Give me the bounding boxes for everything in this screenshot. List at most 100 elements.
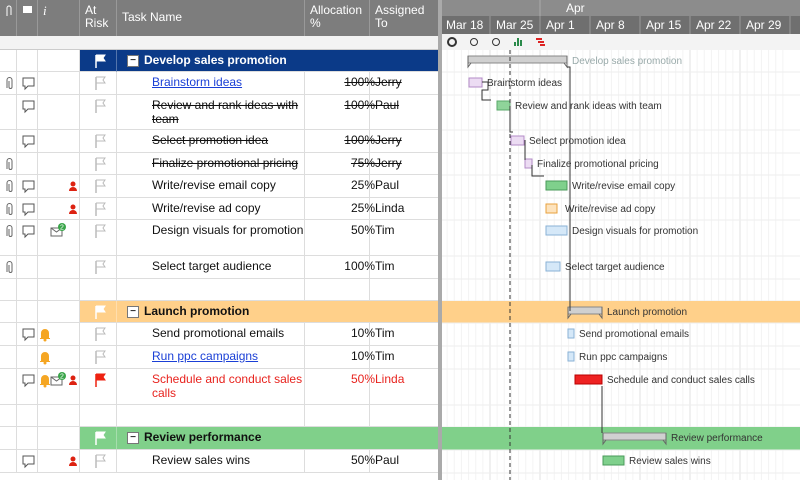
cell bbox=[17, 153, 38, 175]
task-bar bbox=[524, 158, 533, 169]
cell bbox=[38, 175, 80, 198]
settings-icon[interactable] bbox=[447, 37, 457, 47]
cell bbox=[305, 346, 370, 369]
comment-icon[interactable] bbox=[21, 372, 37, 388]
task-text: Select promotion idea bbox=[152, 133, 269, 147]
comment-icon[interactable] bbox=[21, 453, 37, 469]
zoom-icon[interactable] bbox=[470, 38, 478, 46]
task-text[interactable]: Run ppc campaigns bbox=[152, 349, 259, 363]
attachment-icon[interactable] bbox=[3, 223, 19, 239]
at-risk-flag[interactable] bbox=[93, 349, 109, 365]
cell bbox=[0, 130, 17, 153]
cell bbox=[17, 256, 38, 279]
collapse-toggle[interactable]: − bbox=[127, 55, 139, 67]
attachment-icon[interactable] bbox=[3, 178, 19, 194]
grid-row: Send promotional emails 10% Tim bbox=[0, 323, 440, 346]
assigned-to: Linda bbox=[375, 372, 405, 386]
comment-icon[interactable] bbox=[21, 201, 37, 217]
reminder-icon[interactable] bbox=[37, 326, 53, 342]
cell bbox=[305, 198, 370, 220]
assignee-icon[interactable] bbox=[65, 201, 81, 217]
cell bbox=[117, 220, 305, 256]
at-risk-flag[interactable] bbox=[93, 98, 109, 114]
task-text: Review sales wins bbox=[152, 453, 251, 467]
allocation: 100% bbox=[344, 259, 375, 273]
assignee-icon[interactable] bbox=[65, 372, 81, 388]
task-name-header: Task Name bbox=[117, 0, 305, 36]
month-header bbox=[442, 0, 800, 16]
cell bbox=[117, 95, 305, 130]
grid-row bbox=[0, 279, 440, 301]
update-request-icon[interactable]: 2 bbox=[50, 372, 66, 388]
at-risk-flag[interactable] bbox=[93, 178, 109, 194]
month-label: Apr bbox=[566, 1, 585, 15]
cell bbox=[38, 130, 80, 153]
at-risk-flag[interactable] bbox=[93, 372, 109, 388]
assignee-icon[interactable] bbox=[65, 178, 81, 194]
attachment-icon[interactable] bbox=[3, 259, 19, 275]
comment-icon[interactable] bbox=[21, 75, 37, 91]
at-risk-flag[interactable] bbox=[93, 259, 109, 275]
task-text: Review and rank ideas with team bbox=[152, 98, 299, 126]
cell bbox=[370, 279, 440, 301]
comment-icon[interactable] bbox=[21, 178, 37, 194]
at-risk-flag[interactable] bbox=[93, 304, 109, 320]
at-risk-flag[interactable] bbox=[93, 133, 109, 149]
task-text: Launch promotion bbox=[144, 304, 250, 318]
task-text: Send promotional emails bbox=[152, 326, 285, 340]
cell bbox=[80, 279, 117, 301]
at-risk-flag[interactable] bbox=[93, 156, 109, 172]
splitter[interactable] bbox=[438, 0, 442, 480]
cell bbox=[0, 323, 17, 346]
at-risk-flag[interactable] bbox=[93, 430, 109, 446]
task-text[interactable]: Brainstorm ideas bbox=[152, 75, 243, 89]
week-label: Mar 18 bbox=[446, 18, 484, 32]
attachment-icon[interactable] bbox=[3, 201, 19, 217]
summary-caps bbox=[602, 433, 667, 446]
attachment-icon[interactable] bbox=[3, 156, 19, 172]
comment-icon[interactable] bbox=[21, 133, 37, 149]
collapse-toggle[interactable]: − bbox=[127, 432, 139, 444]
at-risk-flag[interactable] bbox=[93, 53, 109, 69]
comment-icon[interactable] bbox=[21, 223, 37, 239]
cell bbox=[80, 130, 117, 153]
cell bbox=[17, 450, 38, 473]
at-risk-flag[interactable] bbox=[93, 453, 109, 469]
row-band bbox=[442, 301, 800, 323]
comment-icon bbox=[23, 6, 32, 13]
at-risk-flag[interactable] bbox=[93, 326, 109, 342]
chart-icon[interactable] bbox=[514, 38, 522, 46]
comment-header bbox=[17, 0, 38, 36]
cell bbox=[38, 450, 80, 473]
zoom-icon[interactable] bbox=[492, 38, 500, 46]
task-name: Brainstorm ideas bbox=[147, 72, 312, 92]
cell bbox=[80, 256, 117, 279]
at-risk-flag[interactable] bbox=[93, 223, 109, 239]
comment-icon[interactable] bbox=[21, 326, 37, 342]
attachment-icon[interactable] bbox=[3, 75, 19, 91]
task-name: Schedule and conduct sales calls bbox=[147, 369, 312, 403]
cell bbox=[0, 175, 17, 198]
at-risk-flag[interactable] bbox=[93, 75, 109, 91]
cell bbox=[117, 369, 305, 405]
reminder-icon[interactable] bbox=[37, 349, 53, 365]
cell bbox=[117, 175, 305, 198]
task-bar bbox=[545, 225, 568, 236]
update-request-icon[interactable]: 2 bbox=[50, 223, 66, 239]
reminder-icon[interactable] bbox=[37, 372, 53, 388]
assigned-to: Jerry bbox=[375, 156, 402, 170]
cell bbox=[38, 369, 80, 405]
cell bbox=[38, 72, 80, 95]
cell bbox=[117, 346, 305, 369]
assignee-icon[interactable] bbox=[65, 453, 81, 469]
at-risk-flag[interactable] bbox=[93, 201, 109, 217]
task-name: Send promotional emails bbox=[147, 323, 312, 343]
comment-icon[interactable] bbox=[21, 98, 37, 114]
task-name: Write/revise email copy bbox=[147, 175, 312, 195]
collapse-toggle[interactable]: − bbox=[127, 306, 139, 318]
grid-row: − Review performance bbox=[0, 427, 440, 450]
bar-label: Design visuals for promotion bbox=[572, 226, 698, 237]
critical-path-icon[interactable] bbox=[536, 38, 545, 46]
task-text: Design visuals for promotion bbox=[152, 223, 304, 237]
cell bbox=[38, 198, 80, 220]
